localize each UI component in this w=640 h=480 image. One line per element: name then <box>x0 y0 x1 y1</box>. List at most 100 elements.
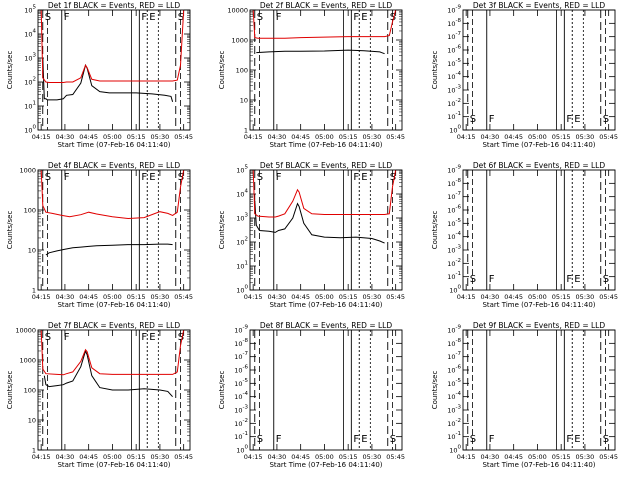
series-line <box>252 9 397 39</box>
y-tick-label: 100 <box>449 285 461 295</box>
x-tick-label: 05:15 <box>339 453 358 461</box>
y-tick-label: 10-6 <box>447 45 461 55</box>
series-line <box>42 57 174 102</box>
x-axis-label: Start Time (07-Feb-16 04:11:40) <box>57 301 170 309</box>
y-tick-label: 10-9 <box>234 325 248 335</box>
plot-frame <box>462 169 616 291</box>
chart-panel-3: Det 3f BLACK = Events, RED = LLD Counts/s… <box>431 1 618 149</box>
y-tick-label: 10-5 <box>447 378 461 388</box>
chart-panel-6: Det 6f BLACK = Events, RED = LLD Counts/s… <box>431 161 618 309</box>
x-axis-label: Start Time (07-Feb-16 04:11:40) <box>57 461 170 469</box>
x-axis-label: Start Time (07-Feb-16 04:11:40) <box>269 141 382 149</box>
y-tick-label: 10000 <box>15 327 36 335</box>
plot-frame <box>249 329 403 451</box>
marker-label: F <box>141 172 147 183</box>
x-tick-label: 05:30 <box>151 133 170 141</box>
x-tick-label: 04:45 <box>291 453 310 461</box>
marker-label: S <box>470 434 476 445</box>
y-tick-label: 1000 <box>19 357 36 365</box>
y-tick-label: 100 <box>236 285 248 295</box>
marker-label: F <box>276 12 282 23</box>
marker-label: F <box>566 114 572 125</box>
x-tick-label: 05:00 <box>528 453 547 461</box>
y-tick-label: 10-5 <box>234 378 248 388</box>
y-tick-label: 10-6 <box>447 205 461 215</box>
y-tick-label: 10-8 <box>447 18 461 28</box>
y-tick-label: 10-3 <box>447 85 461 95</box>
x-tick-label: 05:00 <box>528 133 547 141</box>
x-tick-label: 05:45 <box>599 453 618 461</box>
marker-label: E <box>149 12 155 23</box>
y-tick-label: 10-1 <box>447 431 461 441</box>
y-axis-label: Counts/sec <box>431 371 439 410</box>
chart-panel-5: Det 5f BLACK = Events, RED = LLD Counts/s… <box>218 161 405 309</box>
y-tick-label: 10-7 <box>234 351 248 361</box>
y-tick-label: 1000 <box>19 167 36 175</box>
y-tick-label: 1 <box>244 127 248 135</box>
y-tick-label: 10-6 <box>447 365 461 375</box>
marker-label: S <box>257 12 263 23</box>
x-tick-label: 04:45 <box>504 133 523 141</box>
chart-panel-4: Det 4f BLACK = Events, RED = LLD Counts/s… <box>6 161 193 309</box>
y-tick-label: 101 <box>236 261 248 271</box>
y-tick-label: 10-2 <box>447 98 461 108</box>
y-tick-label: 104 <box>236 189 248 199</box>
x-tick-label: 04:15 <box>457 293 476 301</box>
x-tick-label: 04:30 <box>268 453 287 461</box>
y-tick-label: 100 <box>236 67 248 75</box>
y-tick-label: 100 <box>24 207 36 215</box>
marker-label: F <box>566 434 572 445</box>
x-tick-label: 05:45 <box>599 133 618 141</box>
y-tick-label: 10-7 <box>447 31 461 41</box>
x-axis-label: Start Time (07-Feb-16 04:11:40) <box>482 141 595 149</box>
y-tick-label: 103 <box>24 53 36 63</box>
y-axis-label: Counts/sec <box>218 371 226 410</box>
x-tick-label: 05:45 <box>386 453 405 461</box>
marker-label: S <box>178 12 184 23</box>
y-tick-label: 10-3 <box>447 405 461 415</box>
x-tick-label: 05:45 <box>174 293 193 301</box>
series-line <box>45 243 173 256</box>
marker-label: F <box>64 172 70 183</box>
series-line <box>254 201 385 244</box>
marker-label: F <box>353 12 359 23</box>
y-tick-label: 10-9 <box>447 5 461 15</box>
x-tick-label: 05:30 <box>576 453 595 461</box>
plot-frame <box>37 169 191 291</box>
plot-frame <box>249 9 403 131</box>
marker-label: F <box>489 274 495 285</box>
x-tick-label: 04:30 <box>481 293 500 301</box>
marker-label: E <box>574 434 580 445</box>
x-tick-label: 05:30 <box>576 133 595 141</box>
chart-panel-7: Det 7f BLACK = Events, RED = LLD Counts/s… <box>6 321 193 469</box>
marker-label: S <box>470 274 476 285</box>
y-tick-label: 10-2 <box>234 418 248 428</box>
y-tick-label: 10-3 <box>234 405 248 415</box>
x-tick-label: 04:45 <box>504 293 523 301</box>
marker-label: S <box>257 172 263 183</box>
chart-panel-9: Det 9f BLACK = Events, RED = LLD Counts/s… <box>431 321 618 469</box>
plot-frame <box>462 9 616 131</box>
marker-label: E <box>149 172 155 183</box>
marker-label: S <box>390 434 396 445</box>
marker-label: S <box>603 434 609 445</box>
y-tick-label: 10-7 <box>447 351 461 361</box>
y-tick-label: 105 <box>236 165 248 175</box>
chart-title: Det 2f BLACK = Events, RED = LLD <box>260 1 393 10</box>
y-axis-label: Counts/sec <box>6 371 14 410</box>
x-tick-label: 04:15 <box>32 293 51 301</box>
y-tick-label: 103 <box>236 213 248 223</box>
y-tick-label: 101 <box>24 101 36 111</box>
marker-label: F <box>64 12 70 23</box>
marker-label: S <box>257 434 263 445</box>
x-tick-label: 05:15 <box>127 293 146 301</box>
marker-label: S <box>45 332 51 343</box>
y-tick-label: 10-1 <box>447 111 461 121</box>
chart-title: Det 7f BLACK = Events, RED = LLD <box>48 321 181 330</box>
series-line <box>256 49 385 55</box>
y-tick-label: 102 <box>24 77 36 87</box>
marker-label: E <box>574 274 580 285</box>
chart-panel-2: Det 2f BLACK = Events, RED = LLD Counts/s… <box>218 1 405 149</box>
marker-label: F <box>489 114 495 125</box>
